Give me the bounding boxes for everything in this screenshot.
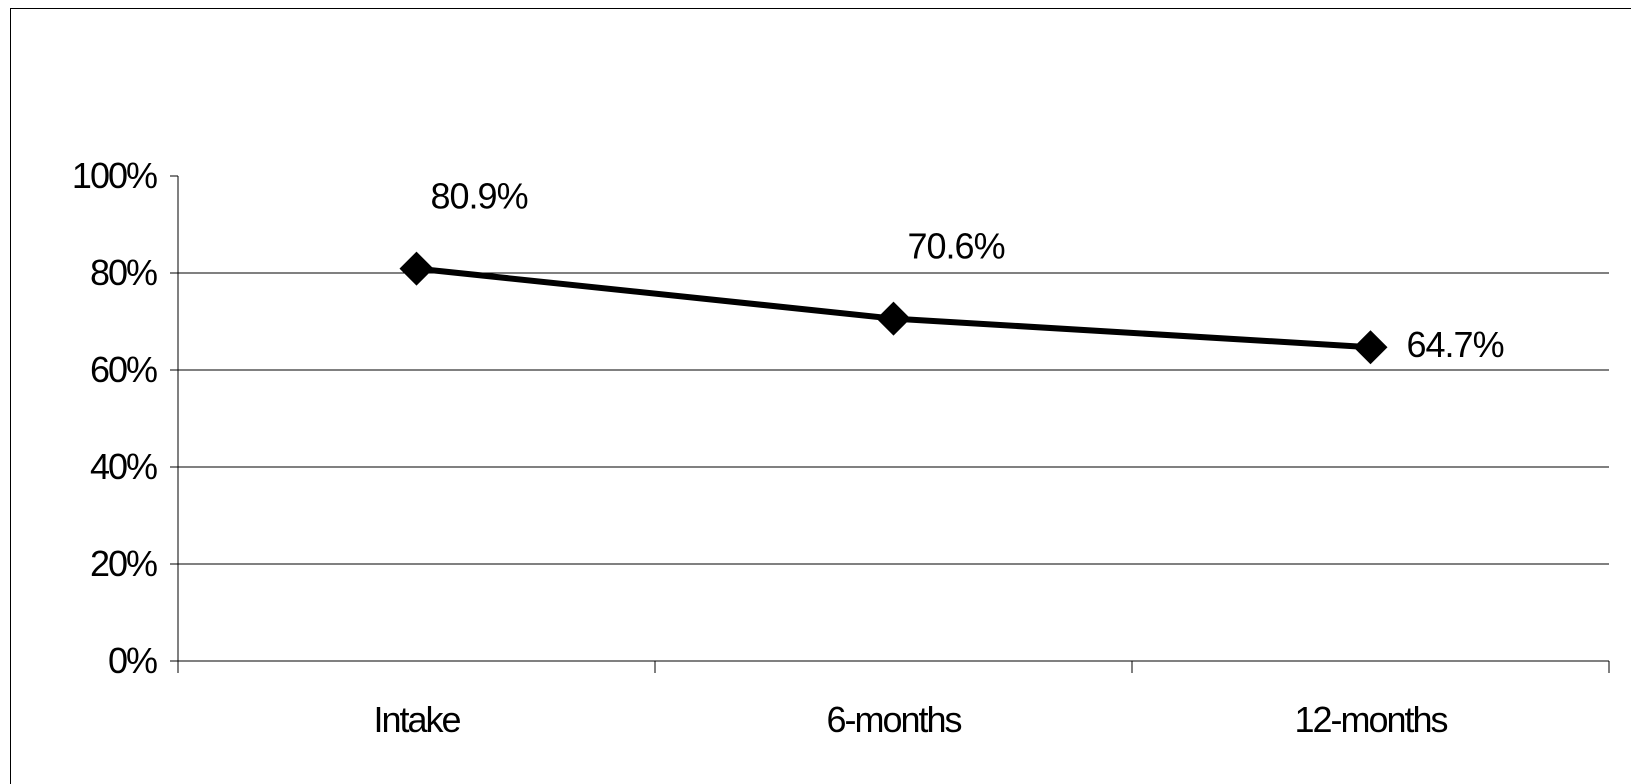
data-label: 64.7% xyxy=(1407,324,1504,365)
chart-frame xyxy=(10,8,1631,784)
x-axis-ticks xyxy=(177,661,1610,673)
data-points xyxy=(399,251,1388,365)
y-tick-label: 80% xyxy=(90,252,157,293)
y-tick-label: 0% xyxy=(108,640,157,681)
data-point-marker xyxy=(1353,330,1388,365)
y-axis-ticks: 0% 20% 40% 60% 80% 100% xyxy=(72,155,178,681)
data-point-marker xyxy=(399,251,434,286)
axes xyxy=(177,176,1609,662)
data-point-marker xyxy=(876,301,911,336)
x-tick-label: 6-months xyxy=(826,699,961,740)
y-tick-label: 60% xyxy=(90,349,157,390)
x-tick-label: 12-months xyxy=(1294,699,1447,740)
y-tick-label: 20% xyxy=(90,543,157,584)
gridlines xyxy=(178,272,1609,565)
x-tick-label: Intake xyxy=(373,699,460,740)
data-label: 70.6% xyxy=(908,226,1005,267)
category-labels: Intake 6-months 12-months xyxy=(373,699,1449,740)
y-tick-label: 40% xyxy=(90,446,157,487)
y-tick-label: 100% xyxy=(72,155,157,196)
data-labels: 80.9% 70.6% 64.7% xyxy=(431,176,1505,366)
data-label: 80.9% xyxy=(431,176,528,217)
